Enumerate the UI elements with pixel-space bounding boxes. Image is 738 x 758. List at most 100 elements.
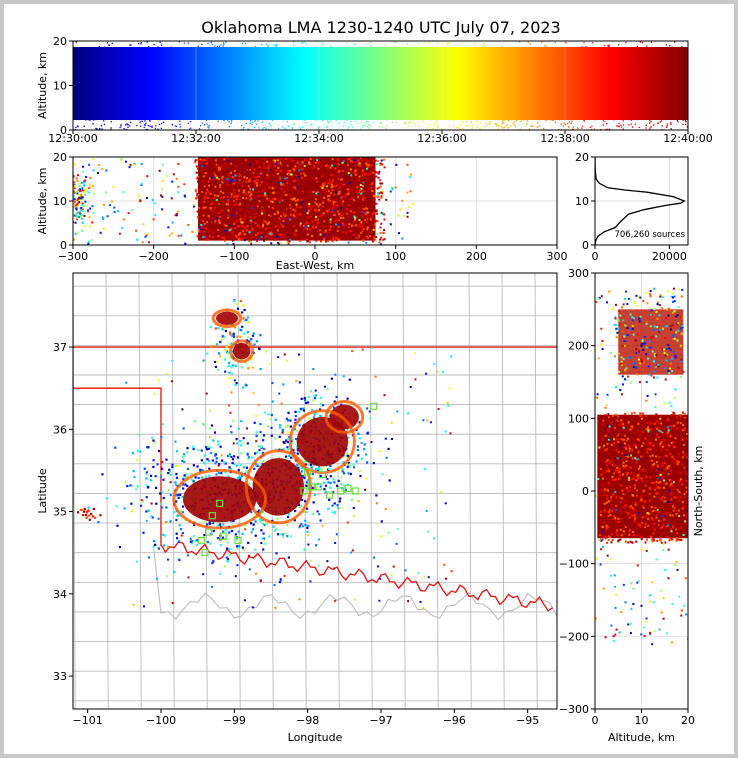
time-point — [175, 125, 178, 128]
ew-point — [366, 161, 369, 164]
ew-point — [254, 222, 257, 225]
ew-point — [278, 199, 281, 202]
ns-point — [603, 428, 606, 431]
ns-point — [605, 404, 608, 407]
ns-point — [666, 535, 669, 538]
lightning-source — [208, 436, 211, 439]
ew-point — [263, 220, 266, 223]
ns-point — [646, 512, 649, 515]
time-point — [110, 121, 112, 123]
ew-point — [200, 196, 203, 199]
ew-point — [304, 210, 307, 213]
ns-point — [677, 288, 680, 291]
time-point — [475, 121, 478, 123]
ew-point — [279, 162, 282, 165]
time-point — [391, 51, 393, 54]
lightning-source — [197, 476, 200, 480]
ew-point — [317, 218, 320, 221]
ew-point — [226, 235, 229, 238]
time-point — [495, 123, 498, 125]
time-point — [412, 119, 414, 122]
ew-point — [325, 165, 328, 168]
ew-point — [103, 203, 106, 206]
map-panel-frame — [72, 272, 558, 710]
ew-point — [245, 181, 248, 184]
ew-point — [242, 230, 245, 233]
ns-point — [639, 315, 642, 318]
ns-point — [634, 444, 637, 447]
time-point — [622, 120, 624, 122]
ns-point — [648, 460, 651, 463]
ew-point — [286, 187, 289, 190]
time-point — [250, 120, 252, 122]
lightning-source — [224, 529, 227, 532]
ns-point — [604, 535, 607, 538]
time-point — [607, 44, 609, 46]
ns-point — [635, 415, 638, 418]
ew-point — [358, 163, 361, 166]
ns-point — [681, 288, 684, 291]
time-point — [548, 57, 551, 59]
ew-point — [259, 180, 262, 183]
lightning-source — [236, 307, 240, 310]
ew-point — [273, 165, 276, 168]
lightning-source — [221, 459, 224, 462]
ns-point — [645, 322, 648, 325]
ns-point — [672, 493, 675, 496]
ew-point — [334, 191, 337, 194]
ns-point — [682, 505, 685, 508]
ew-point — [84, 193, 87, 196]
ns-point — [619, 314, 622, 317]
lightning-source — [375, 494, 378, 497]
lightning-source — [414, 378, 417, 381]
ew-point — [349, 198, 352, 201]
lightning-source — [294, 509, 297, 513]
lightning-source — [250, 358, 253, 361]
ns-point — [671, 292, 674, 295]
ns-point — [667, 440, 670, 443]
ns-point — [631, 515, 634, 518]
ns-point — [612, 414, 615, 417]
time-point — [85, 117, 88, 120]
lightning-source — [447, 404, 450, 407]
ew-point — [84, 200, 87, 203]
time-point — [453, 117, 456, 119]
time-point — [369, 125, 372, 127]
ew-point — [336, 212, 339, 215]
ns-point — [635, 323, 638, 326]
ns-point — [676, 339, 679, 342]
ns-point — [673, 396, 676, 399]
time-point — [119, 52, 121, 55]
lightning-source — [215, 345, 218, 348]
storm-core-edge — [288, 409, 356, 474]
lightning-source — [186, 484, 189, 488]
lightning-source — [152, 465, 155, 469]
time-y-tick-label: 20 — [53, 35, 67, 48]
ew-point — [73, 203, 76, 206]
ns-point — [613, 442, 616, 445]
ew-point — [171, 180, 174, 183]
ew-point — [308, 241, 311, 244]
lightning-source — [319, 519, 322, 522]
lightning-source — [262, 434, 266, 437]
lightning-source — [216, 536, 219, 540]
time-point — [85, 119, 87, 121]
time-point — [655, 62, 657, 64]
ew-point — [256, 203, 259, 206]
ns-point — [634, 513, 637, 516]
ns-point — [637, 347, 640, 350]
ns-point — [664, 378, 667, 381]
ew-point — [80, 196, 83, 199]
ns-point — [614, 469, 617, 472]
time-point — [610, 57, 612, 60]
lightning-source — [307, 524, 310, 527]
ns-point — [626, 439, 629, 442]
ns-point — [681, 411, 684, 414]
ew-point — [291, 198, 294, 201]
ew-point — [372, 228, 375, 231]
time-point — [448, 62, 450, 64]
time-point — [454, 48, 456, 51]
ns-point — [648, 438, 651, 441]
ew-point — [236, 197, 239, 200]
ew-point — [212, 220, 215, 223]
